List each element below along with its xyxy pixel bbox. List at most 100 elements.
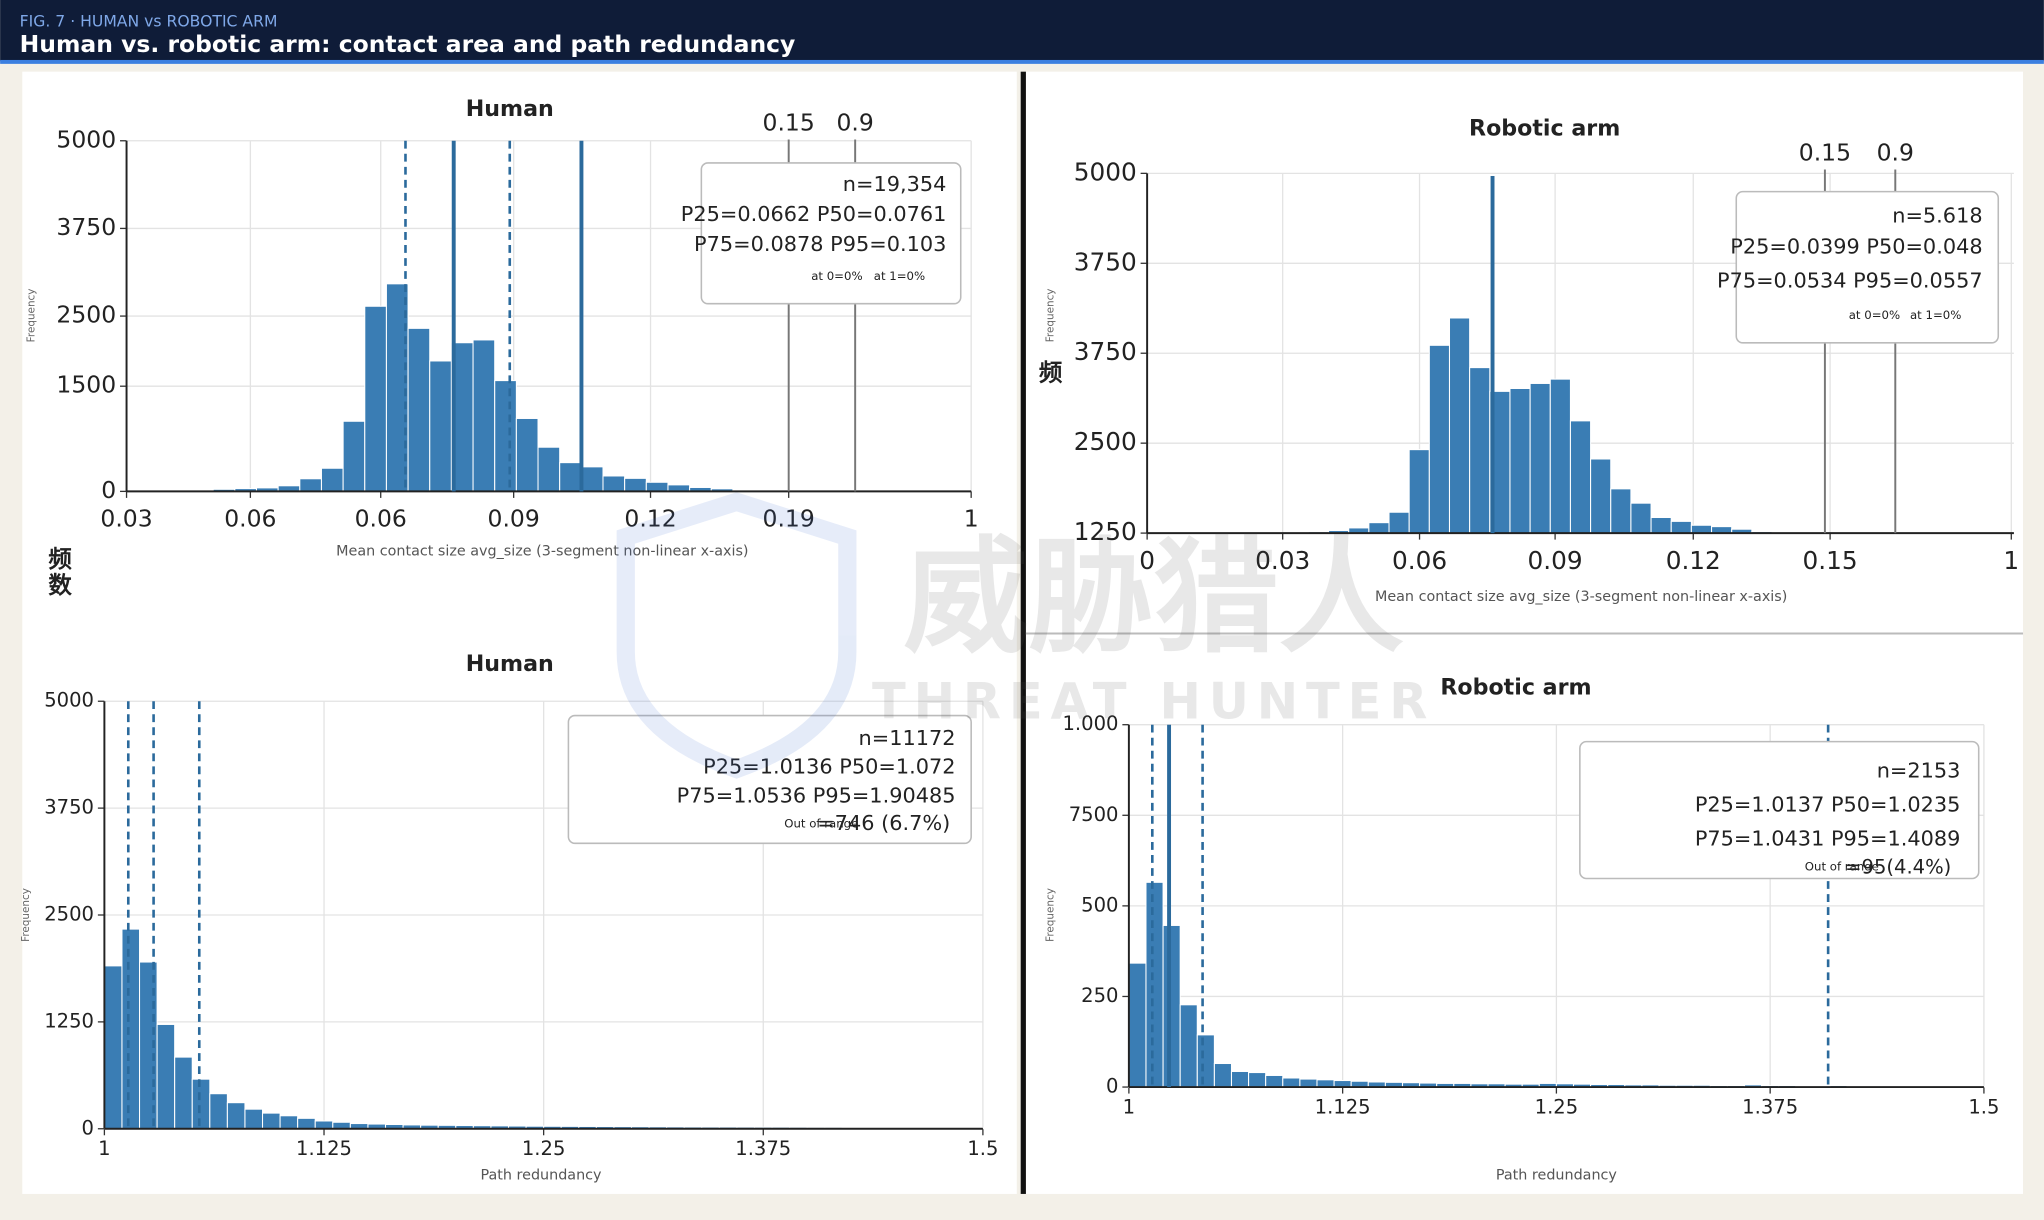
x-tick-label: 0.12: [1666, 546, 1721, 575]
bar: [1213, 1062, 1233, 1088]
stats-note: at 1=0%: [1910, 308, 1961, 322]
bar: [1128, 962, 1147, 1088]
y-tick-label: 3750: [1074, 337, 1137, 366]
x-axis-label: Mean contact size avg_size (3-segment no…: [336, 543, 748, 559]
bar: [494, 380, 517, 492]
x-tick-label: 0.09: [488, 505, 540, 533]
bar: [429, 360, 452, 492]
stats-note: at 1=0%: [874, 269, 925, 283]
x-tick-label: 0.03: [1255, 546, 1310, 575]
bar: [320, 467, 344, 492]
bar: [559, 462, 582, 492]
y-tick-label: 2500: [56, 301, 116, 329]
x-tick-label: 0.09: [1528, 546, 1583, 575]
chart: Human 0 1250 2500 3750 5000 1 1.125 1.25 1.375 1.5…: [20, 651, 998, 1183]
watermark-cn: 威胁猎人: [903, 524, 1403, 670]
bar: [602, 475, 626, 492]
chart: Robotic arm 0 250 500 7500 1.000 1 1.125 1.25 1.3…: [1045, 675, 2000, 1184]
bar: [1690, 524, 1713, 534]
separator: [1020, 71, 1026, 1194]
x-tick-label: 1.5: [1968, 1095, 1999, 1118]
bar: [299, 478, 322, 492]
y-tick-label: 5000: [56, 125, 116, 153]
y-tick-label: 3750: [1074, 247, 1137, 276]
y-tick-label: 0: [101, 476, 116, 504]
y-axis-label-cn: 频: [1039, 359, 1063, 387]
y-axis-label: Frequency: [20, 888, 32, 942]
bar: [624, 477, 647, 492]
bar: [1265, 1074, 1284, 1088]
bar: [1196, 1034, 1215, 1088]
bar: [1408, 449, 1430, 534]
bar: [1610, 488, 1632, 534]
y-tick-label: 1250: [44, 1009, 94, 1032]
y-tick-label: 2500: [44, 903, 94, 926]
header-band: [0, 0, 2044, 62]
stats-note: at 0=0%: [811, 269, 862, 283]
marker-label: 0.15: [1799, 138, 1851, 166]
stats-note: Out of range: [784, 816, 858, 830]
bar: [1316, 1079, 1335, 1088]
y-tick-label: 0: [82, 1116, 94, 1139]
bar: [645, 481, 669, 492]
x-tick-label: 0.03: [100, 505, 152, 533]
x-tick-label: 0.12: [624, 505, 676, 533]
stats-box: [700, 162, 962, 305]
bar: [244, 1108, 264, 1130]
bar: [1670, 520, 1692, 534]
stats-box: [567, 714, 972, 845]
stats-line: P75=1.0431 P95=1.4089: [1695, 826, 1961, 850]
y-tick-label: 7500: [1069, 803, 1119, 826]
header-rule: [0, 59, 2044, 64]
bar: [1630, 502, 1652, 534]
bar: [1179, 1004, 1198, 1088]
y-tick-label: 1500: [56, 371, 116, 399]
bar: [364, 305, 387, 492]
bar: [580, 466, 604, 492]
bar: [156, 1023, 176, 1130]
stats-line: P25=1.0137 P50=1.0235: [1695, 793, 1961, 817]
stats-line: n=11172: [859, 726, 956, 750]
y-tick-label: 0: [1106, 1075, 1118, 1098]
bar: [342, 420, 366, 492]
stats-line: P25=0.0399 P50=0.048: [1730, 235, 1982, 259]
bar: [537, 446, 561, 492]
bar: [297, 1117, 316, 1130]
bar: [1650, 516, 1672, 534]
watermark-shield: [616, 492, 857, 779]
watermark-en: THREAT HUNTER: [872, 673, 1435, 731]
bar: [314, 1120, 334, 1130]
chart-title: Human: [466, 96, 554, 122]
y-tick-label: 500: [1081, 893, 1118, 916]
bar: [1162, 924, 1181, 1088]
stats-box: [1579, 740, 1980, 880]
stats-line: P25=0.0662 P50=0.0761: [681, 202, 947, 226]
y-axis-label: Frequency: [25, 289, 37, 343]
stats-line: n=19,354: [843, 172, 947, 196]
y-tick-label: 1.000: [1062, 712, 1118, 735]
watermark: 威胁猎人 THREAT HUNTER: [616, 492, 1435, 779]
stats-note: =746 (6.7%): [817, 811, 950, 835]
bar: [279, 1115, 299, 1130]
x-tick-label: 0.06: [224, 505, 276, 533]
marker-label: 0.15: [763, 108, 815, 136]
marker-label: 0.9: [1877, 138, 1914, 166]
x-tick-label: 0.06: [1392, 546, 1447, 575]
bar: [515, 417, 539, 492]
stats-line: P25=1.0136 P50=1.072: [703, 755, 955, 779]
stats-note: at 0=0%: [1849, 308, 1900, 322]
bar: [667, 484, 691, 492]
x-tick-label: 1: [2003, 546, 2019, 575]
bar: [1299, 1078, 1318, 1088]
bar: [1448, 317, 1471, 534]
x-axis-label: Mean contact size avg_size (3-segment no…: [1375, 589, 1787, 605]
x-tick-label: 1.25: [1535, 1095, 1579, 1118]
bar: [121, 928, 141, 1130]
bar: [1230, 1070, 1250, 1088]
x-axis-label: Path redundancy: [481, 1168, 603, 1184]
x-tick-label: 1: [98, 1137, 110, 1160]
header-kicker: FIG. 7 · HUMAN vs ROBOTIC ARM: [20, 12, 278, 31]
